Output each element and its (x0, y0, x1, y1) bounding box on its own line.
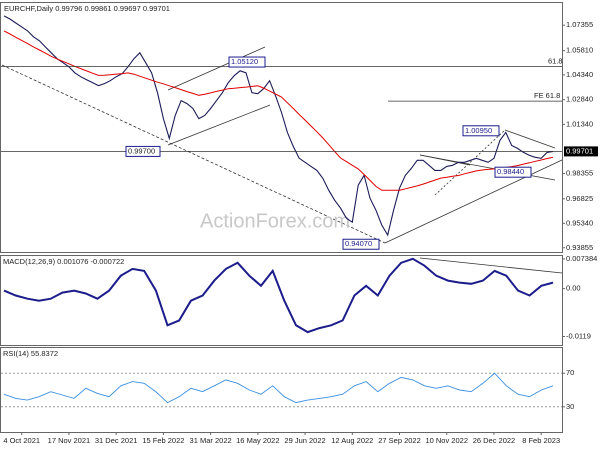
rsi-title: RSI(14) 55.8372 (3, 349, 58, 358)
price-line (3, 257, 554, 334)
x-tick-label: 17 Nov 2021 (48, 436, 91, 445)
channel-line (167, 104, 271, 146)
channel-line (167, 46, 266, 91)
y-tick-label: 0.96825 (566, 194, 593, 203)
x-tick-label: 10 Nov 2022 (425, 436, 468, 445)
y-tick-label: 30 (566, 402, 574, 411)
label-box (342, 238, 380, 250)
support-line (384, 159, 563, 244)
y-tick-label: 1.07355 (566, 20, 593, 29)
x-tick-label: 15 Feb 2022 (142, 436, 184, 445)
price-line (3, 15, 554, 237)
watermark: ActionForex.com (200, 210, 350, 232)
macd-title: MACD(12,26,9) 0.001076 -0.000722 (3, 257, 124, 266)
callout-label: 0.98440 (497, 167, 524, 176)
label-box (228, 56, 266, 68)
y-tick-label: 0.95340 (566, 218, 593, 227)
price-line (3, 372, 554, 404)
callout-label: 1.05120 (231, 57, 258, 66)
rsi-panel (0, 347, 563, 433)
x-tick-label: 31 Dec 2021 (95, 436, 138, 445)
y-tick-label: 0.98355 (566, 169, 593, 178)
y-tick-label: -0.0119 (566, 332, 591, 341)
trend-line (1, 64, 386, 244)
macd-panel (0, 255, 563, 346)
level-label: 61.8 (548, 56, 563, 65)
triangle-line (419, 154, 471, 166)
x-tick-label: 26 Dec 2022 (473, 436, 516, 445)
x-tick-label: 27 Sep 2022 (378, 436, 421, 445)
callout-label: 1.00950 (465, 126, 492, 135)
x-tick-label: 8 Feb 2023 (522, 436, 560, 445)
trend-lines (1, 46, 563, 274)
y-tick-label: 1.05810 (566, 46, 593, 55)
wedge-line (504, 129, 556, 149)
callout-label: 0.94070 (345, 239, 372, 248)
chart-title: EURCHF,Daily 0.99796 0.99861 0.99697 0.9… (4, 4, 170, 13)
label-box (125, 145, 161, 157)
label-box (462, 125, 500, 137)
y-tick-label: 1.01340 (566, 119, 593, 128)
y-tick-label: 1.02840 (566, 95, 593, 104)
y-tick-label: 1.04340 (566, 70, 593, 79)
x-tick-label: 4 Oct 2021 (3, 436, 40, 445)
label-box (494, 166, 532, 178)
last-price-label: 0.99701 (566, 146, 593, 155)
y-tick-label: 70 (566, 368, 574, 377)
price-line (3, 30, 554, 191)
x-tick-label: 16 May 2022 (236, 436, 279, 445)
x-tick-label: 31 Mar 2022 (190, 436, 232, 445)
y-tick-label: 0.00 (566, 284, 581, 293)
x-tick-label: 12 Aug 2022 (331, 436, 373, 445)
level-label: FE 61.8 (534, 91, 560, 100)
x-tick-label: 29 Jun 2022 (284, 436, 325, 445)
macd-divergence-line (419, 257, 563, 274)
level-label: 0.99700 (128, 146, 155, 155)
y-tick-label: 0.007384 (566, 254, 597, 263)
last-price-box (564, 146, 598, 157)
y-tick-label: 0.93855 (566, 243, 593, 252)
price-panel (0, 2, 563, 253)
